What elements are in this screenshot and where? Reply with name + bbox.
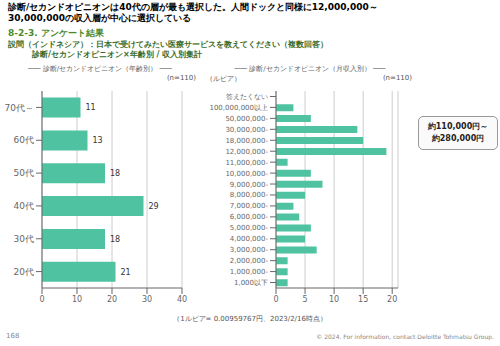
svg-text:2,000,000-: 2,000,000- — [230, 257, 269, 265]
svg-text:1,000,000-: 1,000,000- — [230, 268, 269, 276]
svg-text:18,000,000-: 18,000,000- — [225, 137, 268, 145]
svg-text:11,000,000-: 11,000,000- — [225, 159, 268, 167]
svg-text:100,000,000以上: 100,000,000以上 — [209, 104, 268, 112]
html-text:（ルピア）: （ルピア） — [206, 75, 241, 83]
svg-text:20: 20 — [387, 295, 397, 304]
svg-text:0: 0 — [39, 295, 44, 304]
svg-text:20: 20 — [107, 295, 117, 304]
svg-text:10: 10 — [329, 295, 339, 304]
svg-text:5: 5 — [303, 295, 308, 304]
html-text:168: 168 — [6, 332, 20, 340]
svg-text:1,000以下: 1,000以下 — [234, 279, 268, 287]
svg-text:0: 0 — [273, 295, 278, 304]
svg-text:60代: 60代 — [14, 135, 34, 145]
svg-text:30: 30 — [142, 295, 152, 304]
svg-text:21: 21 — [121, 268, 131, 277]
html-text:© 2024. For information, conta: © 2024. For information, contact Deloitt… — [316, 333, 494, 340]
svg-text:70代～: 70代～ — [8, 103, 34, 113]
svg-text:18: 18 — [110, 235, 120, 244]
html-text:(n=110): (n=110) — [382, 74, 412, 82]
html-text:診断/セカンドオピニオンは40代の層が最も選択した。人間ドッ: 診断/セカンドオピニオンは40代の層が最も選択した。人間ドックと同様に12,00… — [8, 2, 378, 23]
svg-text:5,000,000-: 5,000,000- — [230, 224, 269, 232]
svg-text:3,000,000-: 3,000,000- — [230, 246, 269, 254]
svg-text:答えたくない: 答えたくない — [226, 93, 268, 101]
svg-text:13: 13 — [93, 136, 103, 145]
svg-text:40代: 40代 — [14, 201, 34, 211]
svg-text:50代: 50代 — [14, 168, 34, 178]
svg-text:10: 10 — [72, 295, 82, 304]
svg-text:11: 11 — [86, 103, 96, 112]
svg-text:9,000,000-: 9,000,000- — [230, 181, 269, 189]
html-text:8-2-3. アンケート結果: 8-2-3. アンケート結果 — [8, 28, 104, 38]
html-text:(n=110): (n=110) — [166, 74, 196, 82]
svg-text:6,000,000-: 6,000,000- — [230, 213, 269, 221]
svg-text:30,000,000-: 30,000,000- — [225, 126, 268, 134]
svg-text:30代: 30代 — [14, 234, 34, 244]
svg-text:18: 18 — [110, 169, 120, 178]
svg-text:29: 29 — [149, 202, 159, 211]
svg-text:12,000,000-: 12,000,000- — [225, 148, 268, 156]
html-text:─── 診断/セカンドオピニオン（年齢別） ───: ─── 診断/セカンドオピニオン（年齢別） ─── — [27, 65, 172, 73]
html-text:─── 診断/セカンドオピニオン（月収入別） ───: ─── 診断/セカンドオピニオン（月収入別） ─── — [234, 65, 386, 73]
html-text:（1ルピア= 0.00959767円、2023/2/16時点: （1ルピア= 0.00959767円、2023/2/16時点） — [173, 315, 327, 323]
html-text:約110,000円～ 約280,000円: 約110,000円～ 約280,000円 — [427, 122, 489, 143]
svg-text:4,000,000-: 4,000,000- — [230, 235, 269, 243]
svg-text:10,000,000-: 10,000,000- — [225, 170, 268, 178]
svg-text:8,000,000-: 8,000,000- — [230, 191, 269, 199]
svg-text:50,000,000-: 50,000,000- — [225, 115, 268, 123]
svg-text:15: 15 — [358, 295, 368, 304]
svg-text:40: 40 — [177, 295, 187, 304]
svg-text:20代: 20代 — [14, 267, 34, 277]
html-text:設問（インドネシア）：日本で受けてみたい医療サービスを教えて: 設問（インドネシア）：日本で受けてみたい医療サービスを教えてください（複数回答）… — [8, 40, 328, 59]
svg-text:7,000,000-: 7,000,000- — [230, 202, 269, 210]
